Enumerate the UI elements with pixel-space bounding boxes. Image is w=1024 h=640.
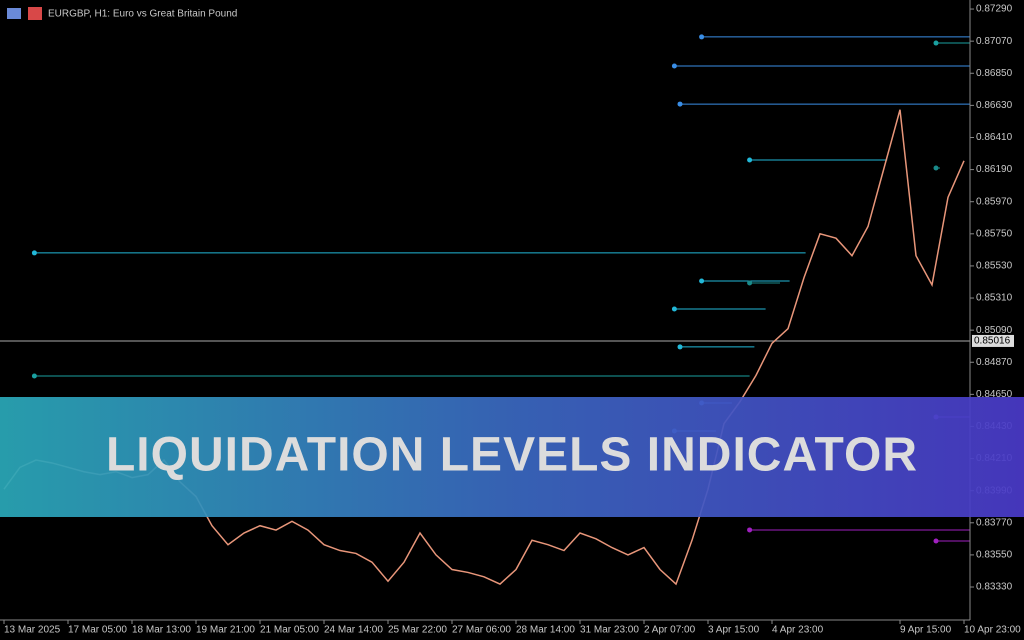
banner-text: LIQUIDATION LEVELS INDICATOR xyxy=(106,429,918,482)
level-dot xyxy=(671,306,677,312)
level-dot xyxy=(933,538,939,544)
y-tick-label: 0.87070 xyxy=(976,36,1013,47)
level-dot xyxy=(31,250,37,256)
x-tick-label: 13 Mar 2025 xyxy=(4,625,61,636)
y-tick-label: 0.85310 xyxy=(976,293,1013,304)
level-dot xyxy=(699,34,705,40)
level-dot xyxy=(677,101,683,107)
level-dot xyxy=(671,63,677,69)
x-tick-label: 24 Mar 14:00 xyxy=(324,625,383,636)
x-tick-label: 27 Mar 06:00 xyxy=(452,625,511,636)
y-tick-label: 0.86630 xyxy=(976,100,1013,111)
x-tick-label: 9 Apr 15:00 xyxy=(900,625,952,636)
banner xyxy=(0,397,1024,517)
level-dot xyxy=(933,40,939,46)
x-tick-label: 10 Apr 23:00 xyxy=(964,625,1021,636)
x-tick-label: 18 Mar 13:00 xyxy=(132,625,191,636)
y-tick-label: 0.85090 xyxy=(976,325,1013,336)
symbol-icon[interactable] xyxy=(28,7,42,20)
level-dot xyxy=(677,344,683,350)
x-tick-label: 31 Mar 23:00 xyxy=(580,625,639,636)
x-tick-label: 25 Mar 22:00 xyxy=(388,625,447,636)
y-tick-label: 0.86410 xyxy=(976,132,1013,143)
y-tick-label: 0.84870 xyxy=(976,357,1013,368)
x-tick-label: 2 Apr 07:00 xyxy=(644,625,696,636)
current-price-box xyxy=(972,334,1014,347)
menu-icon[interactable] xyxy=(7,8,21,19)
level-dot xyxy=(747,280,753,286)
y-tick-label: 0.87290 xyxy=(976,4,1013,15)
current-price-label: 0.85016 xyxy=(974,336,1011,347)
y-tick-label: 0.86190 xyxy=(976,164,1013,175)
y-tick-label: 0.85750 xyxy=(976,228,1013,239)
y-tick-label: 0.84650 xyxy=(976,389,1013,400)
x-tick-label: 21 Mar 05:00 xyxy=(260,625,319,636)
y-tick-label: 0.86850 xyxy=(976,68,1013,79)
chart-title: EURGBP, H1: Euro vs Great Britain Pound xyxy=(48,9,237,20)
overlay: LIQUIDATION LEVELS INDICATOR xyxy=(0,397,1024,517)
level-dot xyxy=(31,373,37,379)
y-tick-label: 0.83330 xyxy=(976,582,1013,593)
level-dot xyxy=(933,165,939,171)
x-tick-label: 17 Mar 05:00 xyxy=(68,625,127,636)
level-dot xyxy=(747,527,753,533)
y-tick-label: 0.85970 xyxy=(976,196,1013,207)
level-dot xyxy=(699,278,705,284)
y-tick-label: 0.83770 xyxy=(976,517,1013,528)
x-tick-label: 3 Apr 15:00 xyxy=(708,625,760,636)
x-tick-label: 4 Apr 23:00 xyxy=(772,625,824,636)
x-tick-label: 19 Mar 21:00 xyxy=(196,625,255,636)
y-tick-label: 0.83550 xyxy=(976,550,1013,561)
y-tick-label: 0.85530 xyxy=(976,261,1013,272)
x-tick-label: 28 Mar 14:00 xyxy=(516,625,575,636)
level-dot xyxy=(747,157,753,163)
